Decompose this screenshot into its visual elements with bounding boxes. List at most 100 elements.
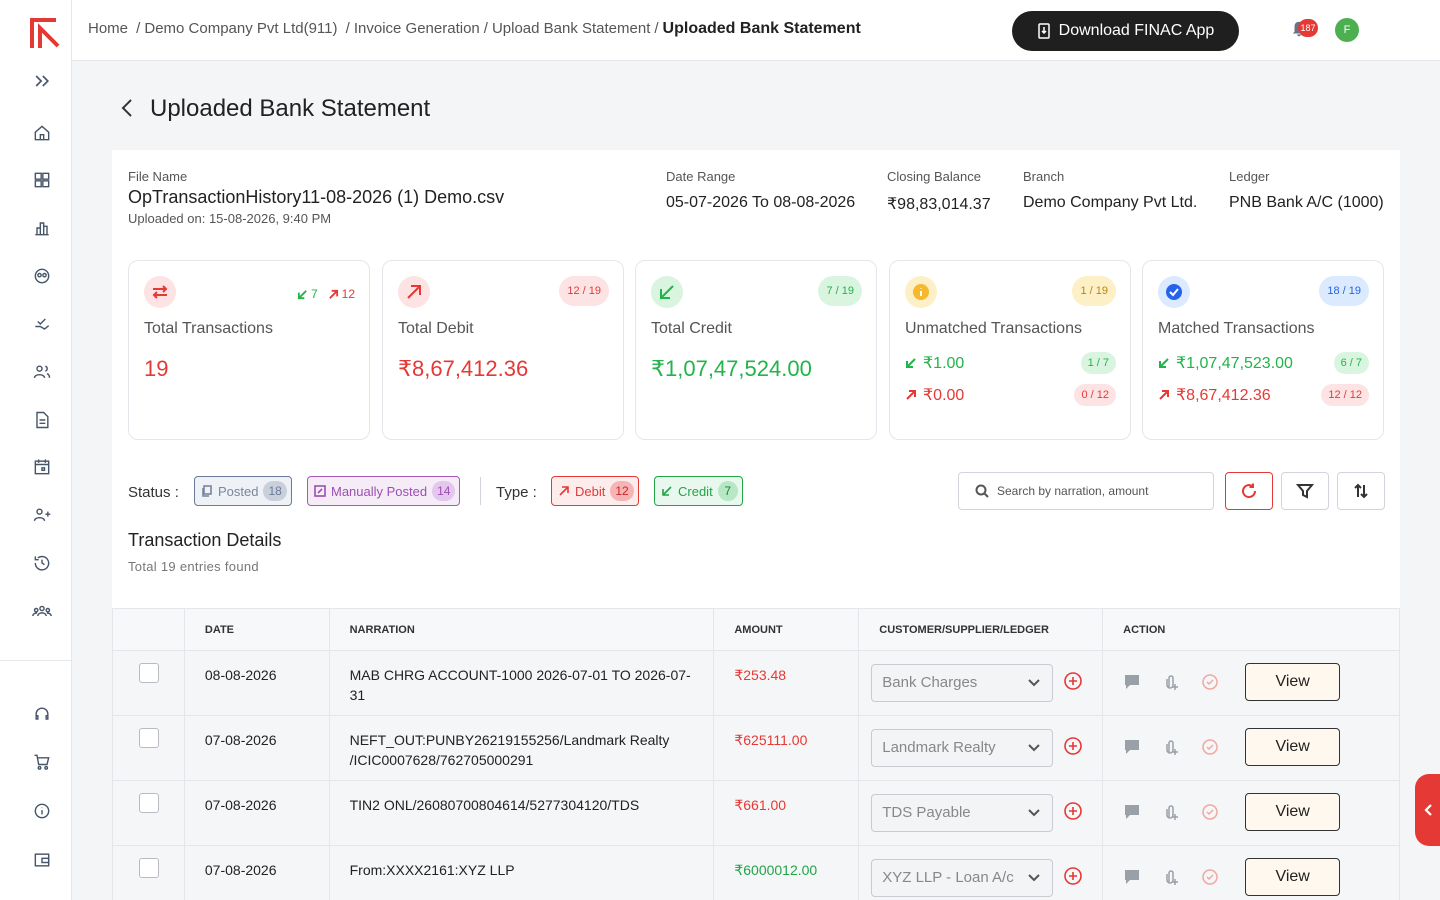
action-cell: View — [1102, 650, 1400, 716]
header-ledger: CUSTOMER/SUPPLIER/LEDGER — [858, 608, 1104, 651]
add-ledger-icon[interactable] — [1063, 866, 1083, 891]
table-row[interactable]: 07-08-2026 NEFT_OUT:PUNBY26219155256/Lan… — [112, 715, 1400, 781]
stat-total-credit[interactable]: 7 / 19 Total Credit ₹1,07,47,524.00 — [635, 260, 877, 440]
stat-total-debit[interactable]: 12 / 19 Total Debit ₹8,67,412.36 — [382, 260, 624, 440]
posted-filter-chip[interactable]: Posted 18 — [194, 476, 292, 506]
calendar-icon[interactable] — [28, 453, 56, 481]
reports-icon[interactable] — [28, 214, 56, 242]
payments-icon[interactable] — [28, 310, 56, 338]
posted-label: Posted — [218, 483, 259, 499]
search-input[interactable] — [997, 484, 1197, 498]
narration-cell: From:XXXX2161:XYZ LLP — [328, 845, 715, 900]
add-ledger-icon[interactable] — [1063, 736, 1083, 761]
manually-posted-filter-chip[interactable]: Manually Posted 14 — [307, 476, 461, 506]
wallet-icon[interactable] — [28, 846, 56, 874]
manually-posted-label: Manually Posted — [331, 483, 428, 499]
matched-debit-value: ₹8,67,412.36 — [1176, 387, 1271, 404]
comment-icon[interactable] — [1123, 673, 1141, 691]
attachment-icon[interactable] — [1162, 868, 1180, 886]
header-amount[interactable]: AMOUNT — [713, 608, 860, 651]
credit-count: 7 — [717, 481, 738, 501]
row-checkbox[interactable] — [139, 663, 159, 683]
closing-balance-label: Closing Balance — [887, 169, 981, 184]
support-icon[interactable] — [28, 700, 56, 728]
row-checkbox[interactable] — [139, 793, 159, 813]
edit-icon — [314, 485, 326, 497]
narration-cell: TIN2 ONL/26080700804614/5277304120/TDS — [328, 780, 715, 846]
attachment-icon[interactable] — [1162, 738, 1180, 756]
approve-icon[interactable] — [1201, 868, 1219, 886]
refresh-button[interactable] — [1225, 472, 1273, 510]
table-row[interactable]: 08-08-2026 MAB CHRG ACCOUNT-1000 2026-07… — [112, 650, 1400, 716]
table-row[interactable]: 07-08-2026 From:XXXX2161:XYZ LLP ₹600001… — [112, 845, 1400, 900]
sort-button[interactable] — [1337, 472, 1385, 510]
date-range-label: Date Range — [666, 169, 736, 184]
header-narration[interactable]: NARRATION — [328, 608, 715, 651]
add-ledger-icon[interactable] — [1063, 801, 1083, 826]
approve-icon[interactable] — [1201, 803, 1219, 821]
comment-icon[interactable] — [1123, 803, 1141, 821]
ledger-select[interactable]: Bank Charges — [871, 664, 1054, 702]
action-cell: View — [1102, 715, 1400, 781]
contacts-icon[interactable] — [28, 358, 56, 386]
info-icon[interactable] — [28, 797, 56, 825]
breadcrumb-upload-bank-statement[interactable]: Upload Bank Statement — [491, 20, 651, 37]
stat-title: Matched Transactions — [1158, 320, 1315, 337]
section-title: Transaction Details — [128, 530, 282, 550]
breadcrumb-home[interactable]: Home — [88, 20, 129, 37]
stat-total-transactions[interactable]: 7 12 Total Transactions 19 — [128, 260, 370, 440]
team-icon[interactable] — [28, 597, 56, 625]
view-button[interactable]: View — [1245, 663, 1341, 701]
add-ledger-icon[interactable] — [1063, 671, 1083, 696]
stat-matched[interactable]: 18 / 19 Matched Transactions ₹1,07,47,52… — [1142, 260, 1384, 440]
comment-icon[interactable] — [1123, 738, 1141, 756]
table-row[interactable]: 07-08-2026 TIN2 ONL/26080700804614/52773… — [112, 780, 1400, 846]
header-date[interactable]: DATE — [183, 608, 330, 651]
download-app-button[interactable]: Download FINAC App — [1012, 11, 1239, 51]
add-user-icon[interactable] — [28, 501, 56, 529]
stat-unmatched[interactable]: 1 / 19 Unmatched Transactions ₹1.00 1 / … — [889, 260, 1131, 440]
row-checkbox[interactable] — [139, 858, 159, 878]
comment-icon[interactable] — [1123, 868, 1141, 886]
page-title: Uploaded Bank Statement — [150, 95, 431, 122]
view-button[interactable]: View — [1245, 728, 1341, 766]
sort-icon — [1354, 483, 1368, 499]
home-icon[interactable] — [28, 119, 56, 147]
unmatched-debit: ₹0.00 — [905, 385, 964, 405]
dashboard-icon[interactable] — [28, 166, 56, 194]
ledger-cell: Landmark Realty — [858, 715, 1104, 781]
documents-icon[interactable] — [28, 406, 56, 434]
notification-badge: 187 — [1298, 19, 1318, 37]
file-name-label: File Name — [128, 169, 188, 184]
view-button[interactable]: View — [1245, 858, 1341, 896]
filter-button[interactable] — [1281, 472, 1329, 510]
ledger-select[interactable]: XYZ LLP - Loan A/c — [871, 859, 1054, 897]
stat-value: ₹8,67,412.36 — [398, 356, 529, 381]
sidebar — [0, 0, 72, 900]
finac-logo[interactable] — [26, 14, 62, 50]
debit-label: Debit — [575, 483, 606, 499]
attachment-icon[interactable] — [1162, 673, 1180, 691]
view-button[interactable]: View — [1245, 793, 1341, 831]
breadcrumb-invoice-generation[interactable]: Invoice Generation — [353, 20, 480, 37]
approve-icon[interactable] — [1201, 673, 1219, 691]
breadcrumb-current: Uploaded Bank Statement — [662, 20, 861, 37]
cart-icon[interactable] — [28, 748, 56, 776]
credit-filter-chip[interactable]: Credit 7 — [654, 476, 743, 506]
side-panel-toggle[interactable] — [1415, 774, 1440, 846]
history-icon[interactable] — [28, 549, 56, 577]
date-cell: 07-08-2026 — [183, 845, 330, 900]
back-arrow-icon[interactable] — [118, 97, 136, 119]
debit-filter-chip[interactable]: Debit 12 — [551, 476, 639, 506]
expand-icon[interactable] — [28, 67, 56, 95]
avatar[interactable]: F — [1335, 18, 1359, 42]
arrow-down-left-icon — [297, 289, 307, 299]
approve-icon[interactable] — [1201, 738, 1219, 756]
chevron-down-icon — [1028, 679, 1040, 687]
ledger-select[interactable]: TDS Payable — [871, 794, 1054, 832]
accounts-icon[interactable] — [28, 262, 56, 290]
row-checkbox[interactable] — [139, 728, 159, 748]
breadcrumb-company[interactable]: Demo Company Pvt Ltd(911) — [144, 20, 338, 37]
attachment-icon[interactable] — [1162, 803, 1180, 821]
ledger-select[interactable]: Landmark Realty — [871, 729, 1054, 767]
